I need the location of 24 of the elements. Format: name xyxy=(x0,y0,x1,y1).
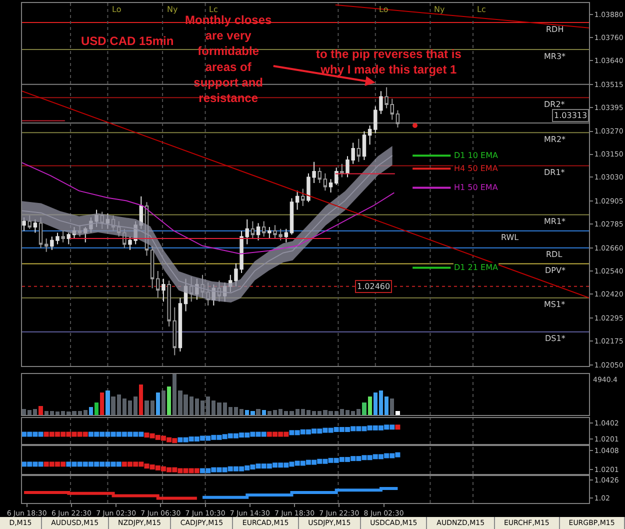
ref-line-label: Lc xyxy=(209,5,218,14)
ref-line-label: 1.03313 xyxy=(554,111,588,120)
series-label: H4 50 EMA xyxy=(454,164,498,173)
ref-line-label: Lo xyxy=(112,5,122,14)
ref-line-label: MR3* xyxy=(544,52,566,61)
annotation: to the pip reverses that is why I made this target 1 xyxy=(316,47,462,77)
ref-line-label: RDL xyxy=(546,250,563,259)
series-label: D1 21 EMA xyxy=(454,263,498,272)
ref-line-label: 1.02460 xyxy=(357,282,390,291)
series-label: D1 10 EMA xyxy=(454,151,498,160)
ref-line-label: RDH xyxy=(546,25,564,34)
series-label: H1 50 EMA xyxy=(454,183,498,192)
ref-line-label: Ny xyxy=(434,5,445,14)
ref-line-label: DR1* xyxy=(544,168,565,177)
annotation: USD CAD 15min xyxy=(81,34,174,48)
ref-line-label: DPV* xyxy=(545,266,566,275)
ref-line-label: Lc xyxy=(477,5,486,14)
ref-line-label: MR2* xyxy=(544,135,566,144)
ref-line-label: DS1* xyxy=(545,334,566,343)
ref-line-label: MS1* xyxy=(544,300,566,309)
ref-line-label: DR2* xyxy=(544,100,565,109)
ref-line-label: RWL xyxy=(501,233,520,242)
ref-line-label: MR1* xyxy=(544,217,566,226)
ref-line-label: Ny xyxy=(167,5,178,14)
